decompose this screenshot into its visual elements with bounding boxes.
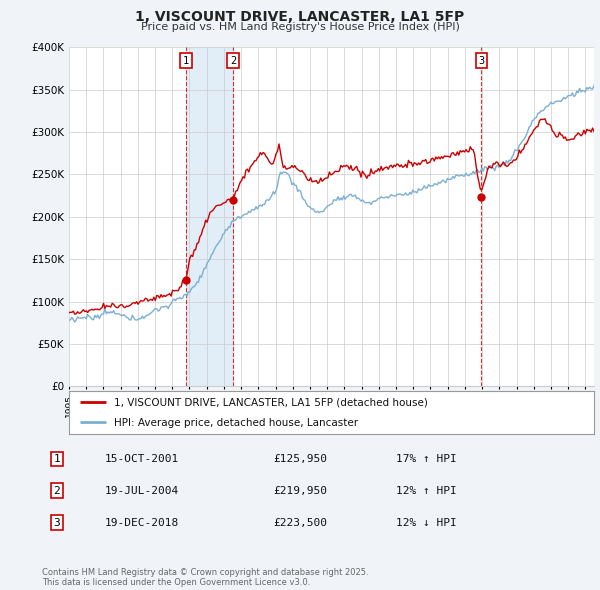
Text: 15-OCT-2001: 15-OCT-2001 bbox=[105, 454, 179, 464]
Text: HPI: Average price, detached house, Lancaster: HPI: Average price, detached house, Lanc… bbox=[113, 418, 358, 428]
Text: £223,500: £223,500 bbox=[273, 518, 327, 527]
Text: 19-JUL-2004: 19-JUL-2004 bbox=[105, 486, 179, 496]
Text: 17% ↑ HPI: 17% ↑ HPI bbox=[396, 454, 457, 464]
Text: 3: 3 bbox=[53, 518, 61, 527]
Text: 12% ↓ HPI: 12% ↓ HPI bbox=[396, 518, 457, 527]
Text: 1: 1 bbox=[183, 55, 189, 65]
Text: Price paid vs. HM Land Registry's House Price Index (HPI): Price paid vs. HM Land Registry's House … bbox=[140, 22, 460, 32]
Text: 2: 2 bbox=[230, 55, 236, 65]
Text: Contains HM Land Registry data © Crown copyright and database right 2025.
This d: Contains HM Land Registry data © Crown c… bbox=[42, 568, 368, 587]
Text: 12% ↑ HPI: 12% ↑ HPI bbox=[396, 486, 457, 496]
Text: 1, VISCOUNT DRIVE, LANCASTER, LA1 5FP (detached house): 1, VISCOUNT DRIVE, LANCASTER, LA1 5FP (d… bbox=[113, 398, 427, 408]
Text: £219,950: £219,950 bbox=[273, 486, 327, 496]
Bar bbox=[186, 47, 233, 386]
Text: 2: 2 bbox=[53, 486, 61, 496]
Text: 1, VISCOUNT DRIVE, LANCASTER, LA1 5FP: 1, VISCOUNT DRIVE, LANCASTER, LA1 5FP bbox=[136, 10, 464, 24]
Text: 1: 1 bbox=[53, 454, 61, 464]
Text: 19-DEC-2018: 19-DEC-2018 bbox=[105, 518, 179, 527]
Text: 3: 3 bbox=[478, 55, 485, 65]
Text: £125,950: £125,950 bbox=[273, 454, 327, 464]
